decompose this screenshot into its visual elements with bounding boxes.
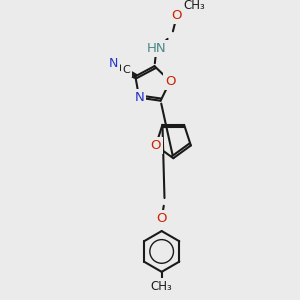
Text: CH₃: CH₃ <box>151 280 172 293</box>
Text: C: C <box>122 65 130 76</box>
Text: HN: HN <box>147 42 166 55</box>
Text: N: N <box>134 91 144 104</box>
Text: O: O <box>165 75 175 88</box>
Text: O: O <box>172 9 182 22</box>
Text: O: O <box>156 212 167 225</box>
Text: CH₃: CH₃ <box>184 0 205 12</box>
Text: O: O <box>151 139 161 152</box>
Text: N: N <box>108 57 118 70</box>
